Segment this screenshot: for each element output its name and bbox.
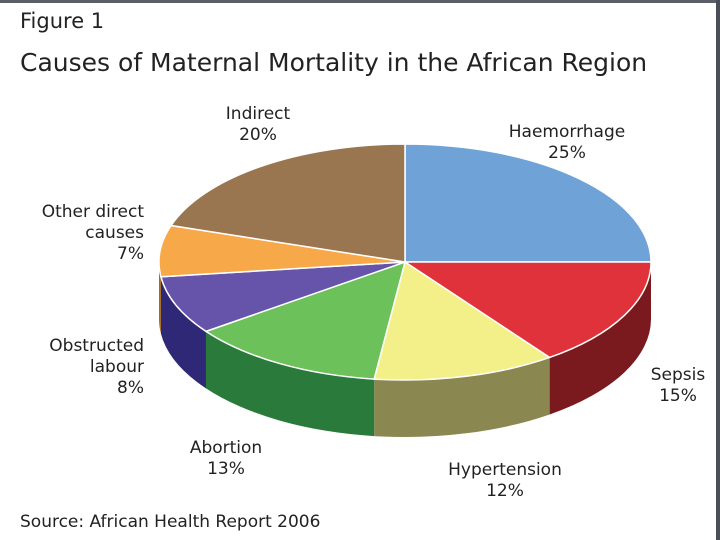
slice-name-label: Other direct (42, 202, 145, 222)
slice-value-label: 12% (486, 481, 524, 501)
slice-value-label: 20% (239, 125, 277, 145)
pie-slice-sepsis (402, 261, 652, 359)
pie-side-abortion (205, 331, 375, 437)
right-border (716, 0, 720, 540)
slice-name-label: Haemorrhage (509, 122, 625, 142)
top-border (0, 0, 720, 3)
pie-side-obstructed-labour (160, 276, 206, 389)
slice-name-label: Hypertension (448, 460, 562, 480)
chart-title: Causes of Maternal Mortality in the Afri… (20, 48, 648, 77)
pie-slice-other-direct-causes (158, 224, 406, 278)
pie-slice-obstructed-labour (159, 261, 406, 333)
slice-value-label: 15% (659, 386, 697, 406)
slice-value-label: 25% (548, 143, 586, 163)
pie-side-other-direct-causes (159, 262, 161, 334)
slice-value-label: 8% (117, 378, 144, 398)
slice-name-label: causes (85, 223, 144, 243)
figure-label: Figure 1 (20, 9, 105, 33)
pie-side-sepsis (549, 262, 651, 415)
slice-name-label: Sepsis (651, 365, 706, 385)
pie-slice-abortion (204, 260, 407, 380)
slice-name-label: Abortion (190, 438, 262, 458)
slice-value-label: 7% (117, 244, 144, 264)
pie-side-hypertension (374, 357, 550, 437)
slice-name-label: Indirect (226, 104, 291, 124)
chart-source: Source: African Health Report 2006 (20, 512, 321, 532)
pie-slice-indirect (169, 143, 406, 263)
slice-name-label: labour (90, 357, 144, 377)
slice-value-label: 13% (207, 459, 245, 479)
pie-slice-haemorrhage (404, 143, 652, 263)
slice-name-label: Obstructed (49, 336, 144, 356)
pie-slice-hypertension (373, 260, 552, 381)
